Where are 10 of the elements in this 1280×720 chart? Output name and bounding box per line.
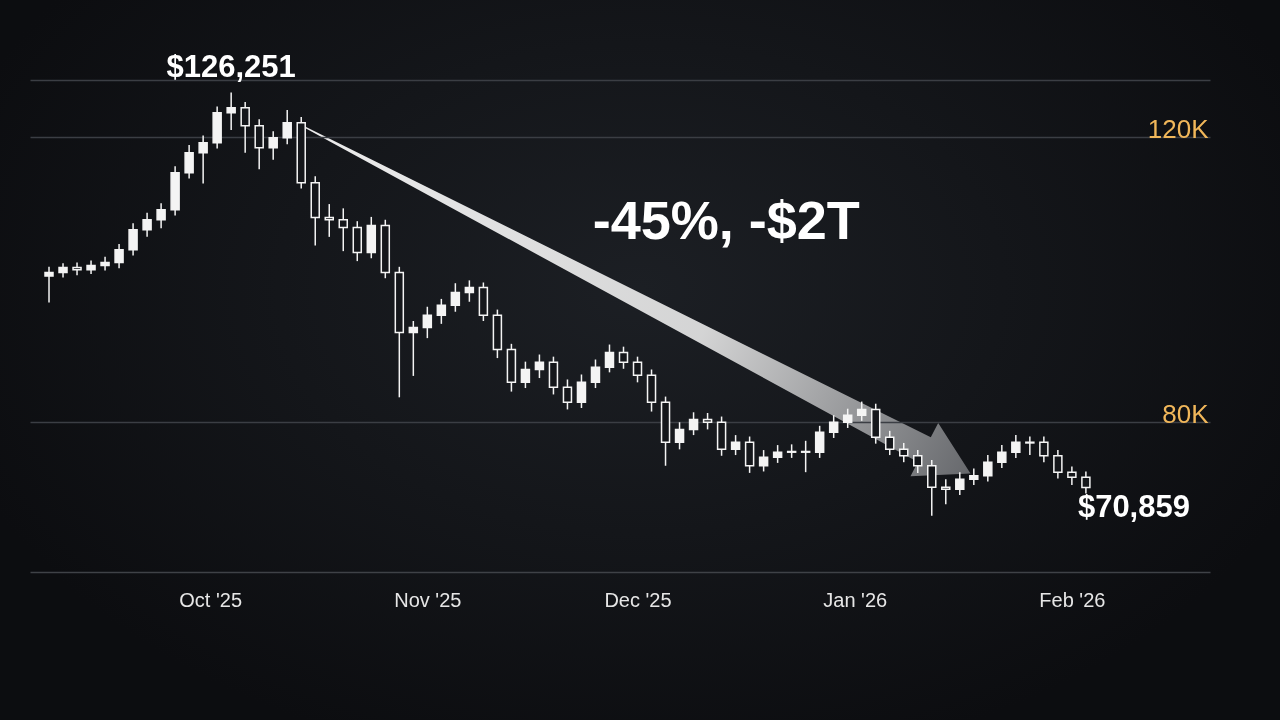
annotation: $70,859	[1077, 489, 1190, 525]
y-tick-label: 120K	[1147, 113, 1210, 144]
x-tick-label: Oct '25	[179, 588, 243, 611]
x-tick-label: Dec '25	[604, 588, 672, 611]
x-tick-label: Jan '26	[823, 588, 888, 611]
annotation: $126,251	[166, 49, 296, 85]
y-tick-label: 80K	[1162, 398, 1210, 429]
x-tick-label: Feb '26	[1039, 588, 1106, 611]
annotation: -45%, -$2T	[592, 189, 860, 250]
x-tick-label: Nov '25	[394, 588, 462, 611]
